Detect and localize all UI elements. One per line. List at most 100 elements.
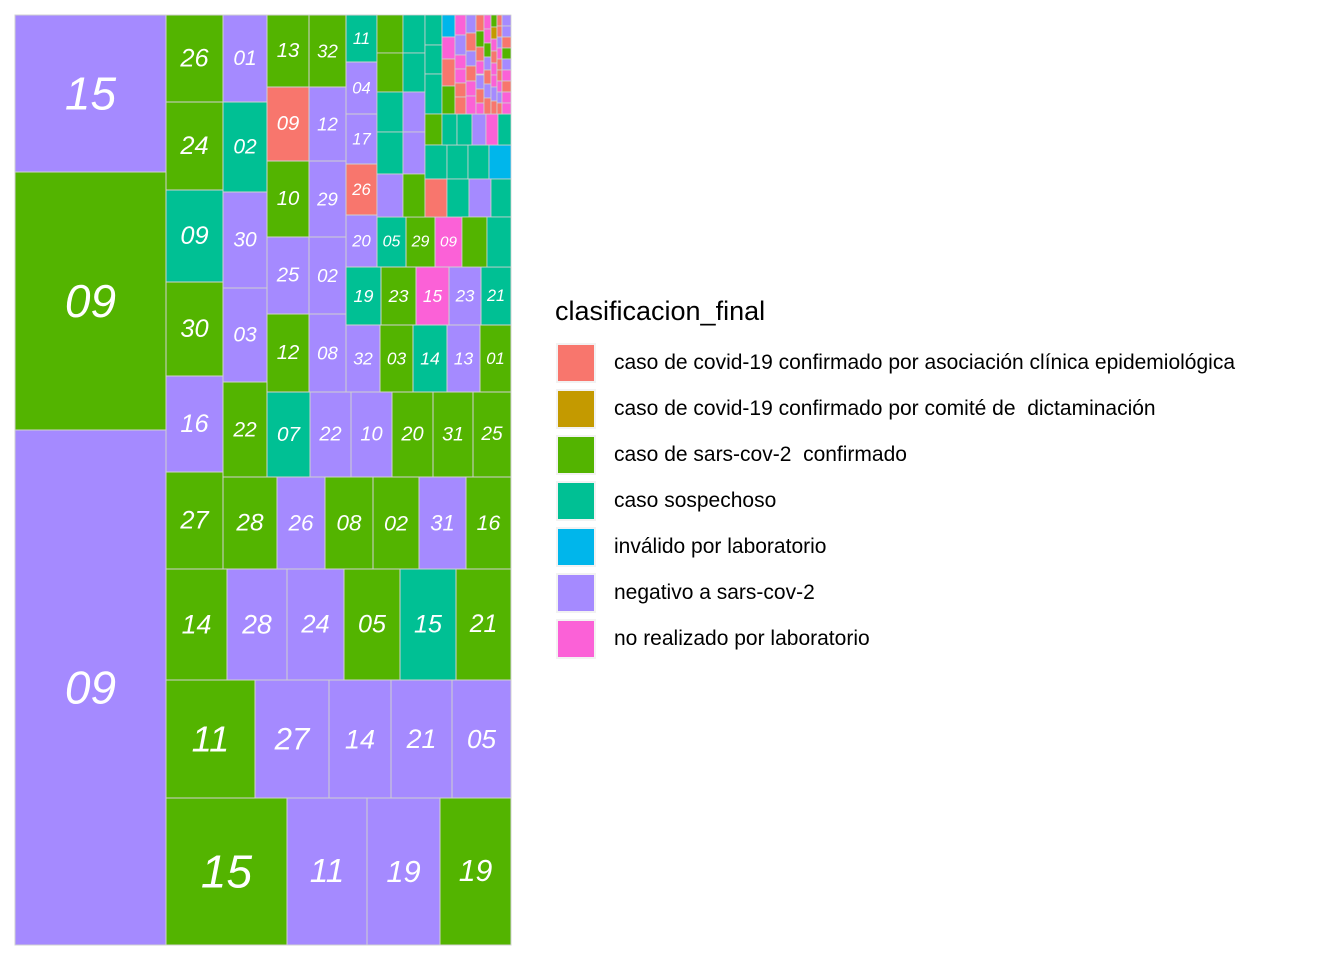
treemap-tile-label: 25 [480,424,503,445]
legend-key [556,573,596,613]
treemap-tile [345,266,382,326]
legend-key [556,619,596,659]
treemap-tile [14,429,167,946]
legend-item: caso sospechoso [555,478,1235,524]
treemap-small-tile [467,144,490,180]
treemap-tile-label: 12 [277,342,300,364]
treemap-small-tile [424,14,443,46]
treemap-tile-label: 28 [235,510,264,537]
treemap-tile-label: 31 [430,511,454,536]
treemap-tile-label: 05 [383,234,401,251]
treemap-tile-label: 03 [233,324,257,347]
treemap-small-tile [376,173,404,218]
treemap-small-tile [483,42,492,58]
treemap-small-tile [402,52,426,93]
treemap-small-tile [424,113,443,146]
treemap-tile [14,14,167,173]
treemap-small-tile [483,14,492,30]
treemap-small-tile [483,69,492,85]
treemap-tile [399,568,457,681]
treemap-plot-area: 15 09 09 26 01 24 02 09 30 30 03 16 22 13 32 09 12 10 29 25… [14,14,512,946]
treemap-small-tile [496,91,503,104]
treemap-small-tile [475,88,485,104]
treemap-tile-label: 21 [406,724,437,754]
treemap-small-tile [424,144,448,180]
treemap-tile [266,160,310,238]
treemap-tile-label: 08 [337,511,362,536]
legend-item: inválido por laboratorio [555,524,1235,570]
legend-key [556,435,596,475]
treemap-tile [165,281,224,377]
treemap-tile [345,113,378,165]
treemap-small-tile [454,68,467,84]
treemap-small-tile [496,47,503,60]
treemap-small-tile [402,131,426,175]
treemap-tile [286,797,368,946]
treemap-small-tile [490,26,498,40]
treemap-small-tile [501,47,512,60]
treemap-small-tile [465,50,477,67]
treemap-tile [222,381,268,479]
treemap-tile [418,476,467,570]
treemap-small-tile [446,144,469,180]
treemap-small-tile [490,178,512,218]
treemap-tile-label: 27 [274,722,311,757]
legend-label: caso de sars-cov-2 confirmado [614,443,907,466]
treemap-small-tile [490,38,498,52]
legend-key [556,527,596,567]
treemap-tile-label: 20 [400,424,423,446]
treemap-tile [165,375,224,473]
legend-item: caso de covid-19 confirmado por asociaci… [555,340,1235,386]
treemap-tile [391,391,434,478]
treemap-tile-label: 15 [65,68,117,120]
treemap-small-tile [475,102,485,115]
treemap-tile-label: 05 [467,724,497,754]
treemap-tile [345,324,381,393]
treemap-tile-label: 09 [440,234,457,251]
treemap-small-tile [488,144,512,180]
treemap-small-tile [496,102,503,115]
treemap-tile [439,797,512,946]
legend-title: clasificacion_final [555,296,766,326]
legend-key [556,343,596,383]
treemap-tile [345,214,378,268]
legend-items: caso de covid-19 confirmado por asociaci… [555,340,1235,662]
legend-item: no realizado por laboratorio [555,616,1235,662]
treemap-tile [366,797,441,946]
treemap-tile-label: 02 [233,136,257,159]
treemap-tile-label: 19 [459,855,493,888]
treemap-tile [465,476,512,570]
treemap-small-tile [402,91,426,133]
treemap-small-tile [465,65,477,82]
treemap-tile-label: 26 [288,511,314,536]
treemap-small-tile [483,56,492,71]
treemap-tile-label: 09 [65,662,116,714]
treemap-tile-label: 32 [353,349,373,369]
treemap-small-tile [376,91,404,133]
treemap-small-tile [497,113,512,146]
treemap-small-tile [490,74,498,88]
treemap-tile-label: 24 [300,611,329,639]
treemap-tile [14,171,167,431]
treemap-small-tile [424,178,448,218]
treemap-small-tile [402,173,426,218]
treemap-small-tile [376,14,404,54]
treemap-small-tile [471,113,487,146]
treemap-small-tile [456,113,473,146]
treemap-small-tile [441,36,456,60]
treemap-tile [309,391,352,478]
treemap-small-tile [496,58,503,71]
treemap-tile [254,679,330,799]
treemap-tile-label: 12 [317,114,338,135]
treemap-tile [165,797,288,946]
treemap-tile-label: 10 [277,188,300,210]
treemap-tile-label: 27 [179,507,209,535]
treemap-small-tile [501,14,512,27]
treemap-tile-label: 21 [469,611,498,638]
treemap-tile [266,14,310,88]
legend-item: caso de covid-19 confirmado por comité d… [555,386,1235,432]
treemap-tile-label: 24 [179,132,208,160]
treemap-small-tile [424,73,443,115]
treemap-tile-label: 23 [455,287,475,306]
